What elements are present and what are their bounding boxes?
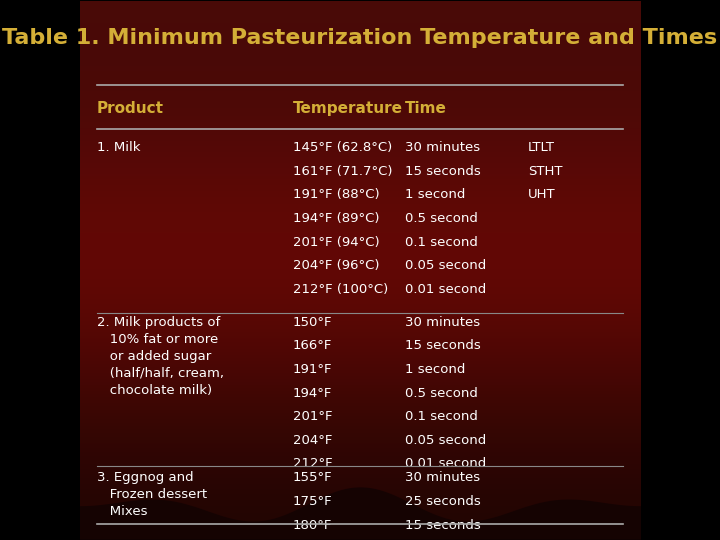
Text: 212°F (100°C): 212°F (100°C): [293, 283, 388, 296]
Text: LTLT: LTLT: [528, 141, 555, 154]
Text: 150°F: 150°F: [293, 316, 333, 329]
Text: 15 seconds: 15 seconds: [405, 519, 480, 532]
Text: 0.5 second: 0.5 second: [405, 212, 477, 225]
Text: 15 seconds: 15 seconds: [405, 165, 480, 178]
Text: Time: Time: [405, 101, 446, 116]
Text: 191°F (88°C): 191°F (88°C): [293, 188, 379, 201]
Text: 201°F (94°C): 201°F (94°C): [293, 235, 379, 248]
Text: 30 minutes: 30 minutes: [405, 316, 480, 329]
Text: 1. Milk: 1. Milk: [96, 141, 140, 154]
Text: 15 seconds: 15 seconds: [405, 339, 480, 352]
Text: 175°F: 175°F: [293, 495, 333, 508]
Text: 30 minutes: 30 minutes: [405, 141, 480, 154]
Text: STHT: STHT: [528, 165, 562, 178]
Text: 204°F (96°C): 204°F (96°C): [293, 259, 379, 272]
Text: Temperature: Temperature: [293, 101, 402, 116]
Text: 166°F: 166°F: [293, 339, 332, 352]
Text: 155°F: 155°F: [293, 471, 333, 484]
Text: 201°F: 201°F: [293, 410, 333, 423]
Text: 0.5 second: 0.5 second: [405, 387, 477, 400]
Text: 212°F: 212°F: [293, 457, 333, 470]
Text: 145°F (62.8°C): 145°F (62.8°C): [293, 141, 392, 154]
Text: 204°F: 204°F: [293, 434, 332, 447]
Text: 0.1 second: 0.1 second: [405, 235, 477, 248]
Text: 3. Eggnog and
   Frozen dessert
   Mixes: 3. Eggnog and Frozen dessert Mixes: [96, 471, 207, 518]
Text: 1 second: 1 second: [405, 363, 465, 376]
Text: 30 minutes: 30 minutes: [405, 471, 480, 484]
Text: Product: Product: [96, 101, 163, 116]
Text: 0.1 second: 0.1 second: [405, 410, 477, 423]
Text: 1 second: 1 second: [405, 188, 465, 201]
Text: 0.01 second: 0.01 second: [405, 283, 486, 296]
Text: Table 1. Minimum Pasteurization Temperature and Times: Table 1. Minimum Pasteurization Temperat…: [2, 28, 718, 48]
Text: 2. Milk products of
   10% fat or more
   or added sugar
   (half/half, cream,
 : 2. Milk products of 10% fat or more or a…: [96, 316, 224, 397]
Text: 194°F (89°C): 194°F (89°C): [293, 212, 379, 225]
Text: 25 seconds: 25 seconds: [405, 495, 480, 508]
Text: 191°F: 191°F: [293, 363, 333, 376]
Text: 0.01 second: 0.01 second: [405, 457, 486, 470]
Text: 180°F: 180°F: [293, 519, 332, 532]
Text: 161°F (71.7°C): 161°F (71.7°C): [293, 165, 392, 178]
Text: 194°F: 194°F: [293, 387, 332, 400]
Text: 0.05 second: 0.05 second: [405, 434, 486, 447]
Text: 0.05 second: 0.05 second: [405, 259, 486, 272]
Text: UHT: UHT: [528, 188, 556, 201]
